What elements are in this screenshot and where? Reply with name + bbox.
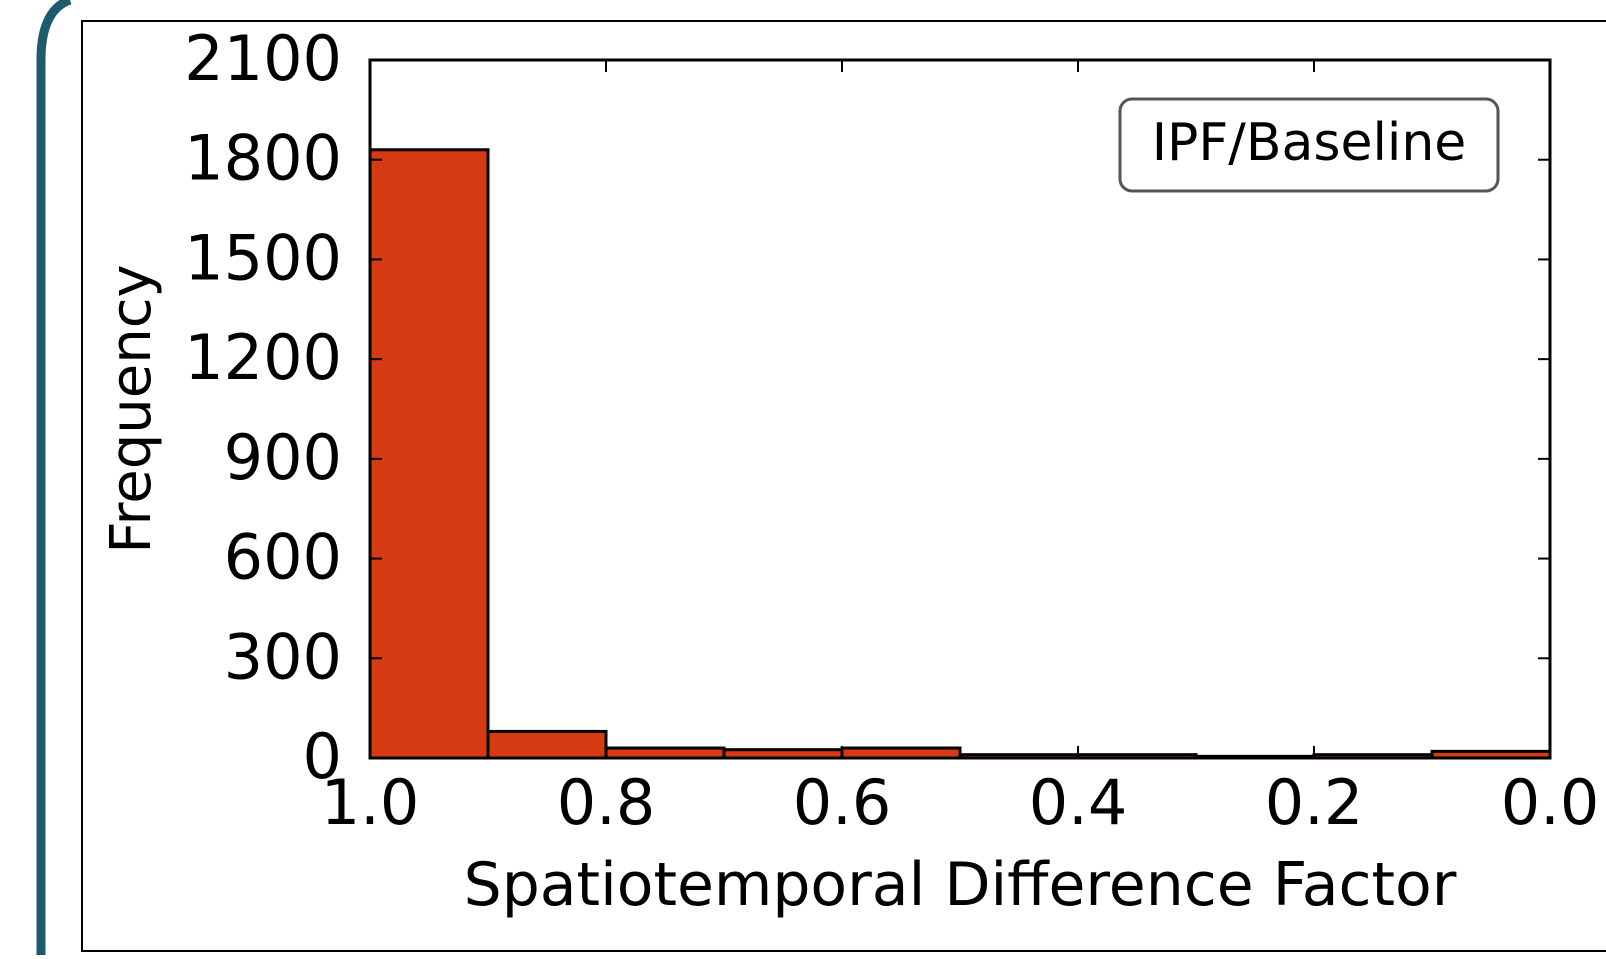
panel-border [36, 0, 72, 955]
x-tick-label: 0.0 [1501, 766, 1600, 839]
y-tick-label: 300 [224, 620, 342, 693]
y-tick-label: 2100 [184, 22, 342, 95]
x-tick-label: 0.8 [557, 766, 656, 839]
y-tick-label: 1800 [184, 122, 342, 195]
x-tick-label: 1.0 [321, 766, 420, 839]
legend-box [1118, 97, 1500, 193]
y-tick-label: 1200 [184, 321, 342, 394]
y-tick-label: 600 [224, 521, 342, 594]
bar [486, 729, 608, 760]
x-tick-label: 0.4 [1029, 766, 1128, 839]
figure-frame [81, 20, 1606, 952]
bar [368, 148, 490, 760]
y-tick-label: 1500 [184, 221, 342, 294]
y-tick-label: 900 [224, 421, 342, 494]
x-axis-label: Spatiotemporal Difference Factor [464, 850, 1457, 920]
plot-frame [368, 58, 1552, 760]
y-axis-label: Frequency [99, 264, 164, 553]
legend-text: IPF/Baseline [1152, 113, 1467, 173]
y-tick-label: 0 [303, 720, 342, 793]
x-tick-label: 0.2 [1265, 766, 1364, 839]
x-tick-label: 0.6 [793, 766, 892, 839]
